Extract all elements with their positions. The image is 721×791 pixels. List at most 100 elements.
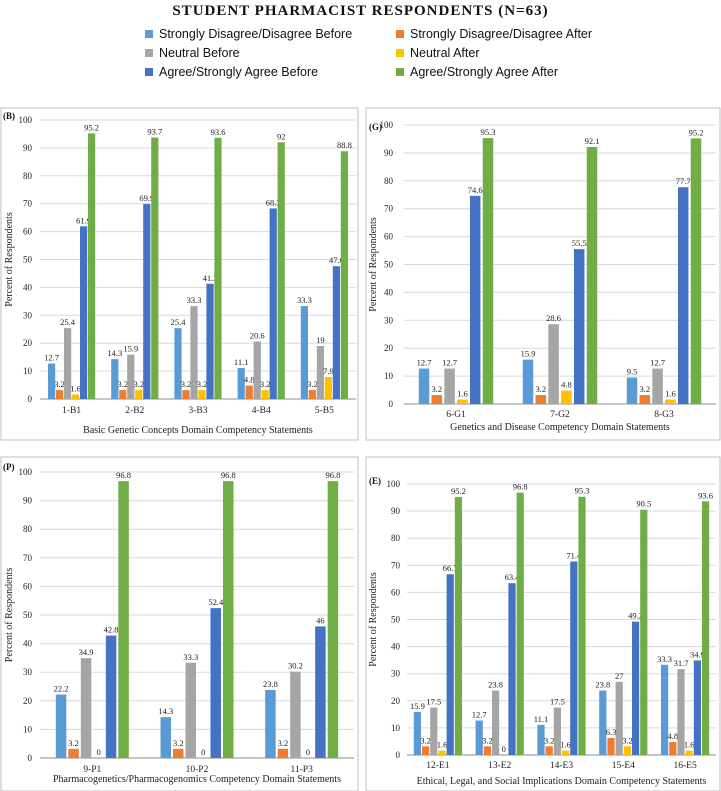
bar-data-label: 1.6 (70, 384, 81, 394)
y-tick-label: 80 (23, 171, 33, 181)
x-category-label: 10-P2 (186, 765, 209, 775)
bar-data-label: 66.7 (443, 563, 458, 573)
bar (599, 690, 607, 755)
bar (324, 376, 332, 399)
bar (316, 345, 324, 399)
bar (685, 750, 693, 755)
bar (332, 266, 340, 399)
bar (535, 395, 547, 404)
x-axis-title: Ethical, Legal, and Social Implications … (417, 776, 707, 787)
bar-data-label: 49.2 (628, 611, 643, 621)
x-category-label: 3-B3 (189, 406, 208, 416)
bar-data-label: 34.9 (690, 649, 705, 659)
x-category-label: 14-E3 (550, 761, 573, 771)
bar-data-label: 33.3 (657, 654, 672, 664)
bar (308, 390, 316, 399)
legend-item-agree-before: Agree/Strongly Agree Before (145, 65, 318, 79)
legend-item-sd-after: Strongly Disagree/Disagree After (396, 27, 592, 41)
bar (173, 748, 184, 758)
y-tick-label: 40 (23, 282, 33, 292)
bar (482, 138, 494, 404)
bar-data-label: 0 (306, 747, 310, 757)
bar (160, 717, 171, 758)
bar (537, 724, 545, 755)
bar (430, 707, 438, 755)
bar-data-label: 1.6 (684, 740, 695, 750)
bar-data-label: 52.4 (208, 597, 224, 607)
bar-data-label: 55.5 (572, 238, 587, 248)
bar (174, 328, 182, 399)
bar-data-label: 3.2 (197, 379, 208, 389)
bar (80, 658, 92, 758)
bar-data-label: 1.6 (560, 740, 571, 750)
bar-data-label: 69.9 (139, 193, 154, 203)
legend-label: Agree/Strongly Agree After (410, 65, 559, 79)
y-tick-label: 100 (380, 120, 394, 130)
bar-data-label: 96.8 (325, 470, 340, 480)
y-tick-label: 30 (23, 667, 33, 677)
y-tick-label: 20 (391, 696, 401, 706)
legend-item-neutral-before: Neutral Before (145, 46, 240, 60)
bar (483, 746, 491, 755)
bar-data-label: 25.4 (60, 317, 76, 327)
panel-label: (E) (369, 476, 381, 486)
y-tick-label: 30 (391, 669, 401, 679)
y-tick-label: 80 (23, 524, 33, 534)
y-tick-label: 0 (396, 750, 401, 760)
bar-data-label: 33.3 (183, 652, 198, 662)
panel-label: (P) (3, 462, 15, 472)
y-tick-label: 40 (23, 639, 33, 649)
bar (469, 195, 481, 404)
bar-data-label: 12.7 (442, 358, 457, 368)
bar-data-label: 71.4 (566, 551, 582, 561)
bar-data-label: 23.8 (595, 680, 610, 690)
y-tick-label: 10 (23, 724, 33, 734)
bar-data-label: 3.2 (482, 735, 493, 745)
bar (88, 133, 96, 399)
y-tick-label: 70 (23, 553, 33, 563)
x-category-label: 5-B5 (315, 406, 334, 416)
legend-label: Strongly Disagree/Disagree After (410, 27, 593, 41)
legend-swatch (396, 48, 404, 57)
bar (607, 737, 615, 755)
bar-data-label: 46 (316, 615, 325, 625)
bar (626, 377, 638, 404)
bar-data-label: 1.6 (457, 389, 468, 399)
bar (290, 671, 301, 758)
bar-data-label: 1.6 (437, 740, 448, 750)
bar (118, 481, 129, 758)
bar (48, 363, 56, 399)
bar (693, 660, 701, 755)
bar-data-label: 30.2 (288, 661, 303, 671)
bar (446, 574, 454, 755)
y-axis-title: Percent of Respondents (4, 212, 15, 307)
bar-data-label: 41.3 (203, 273, 218, 283)
bar-data-label: 3.2 (639, 384, 650, 394)
bar-data-label: 17.5 (426, 697, 441, 707)
bar-data-label: 15.9 (410, 701, 425, 711)
bar (661, 664, 669, 755)
bar (413, 711, 421, 755)
bar-data-label: 3.2 (622, 735, 633, 745)
x-category-label: 6-G1 (446, 410, 466, 420)
x-axis-title: Pharmacogenetics/Pharmacogenomics Compet… (53, 774, 341, 785)
bar-data-label: 3.2 (260, 379, 271, 389)
y-tick-label: 30 (23, 310, 33, 320)
bar (127, 354, 135, 399)
bar-data-label: 47.6 (329, 255, 344, 265)
panel-label: (G) (369, 122, 382, 132)
bar (545, 746, 553, 755)
bar-data-label: 77.7 (676, 176, 691, 186)
bar (300, 306, 308, 399)
y-tick-label: 60 (384, 232, 394, 242)
x-category-label: 7-G2 (550, 410, 570, 420)
y-tick-label: 20 (23, 338, 33, 348)
bar (277, 748, 289, 758)
bar (444, 368, 455, 404)
bar (570, 561, 578, 755)
bar-data-label: 12.7 (650, 358, 665, 368)
chart-panel-b: 0 10 20 30 40 50 60 70 80 90 100 (B) Percent of Resp… (0, 107, 359, 441)
bar-data-label: 96.8 (513, 482, 528, 492)
x-axis-title: Genetics and Disease Competency Domain S… (450, 422, 670, 433)
